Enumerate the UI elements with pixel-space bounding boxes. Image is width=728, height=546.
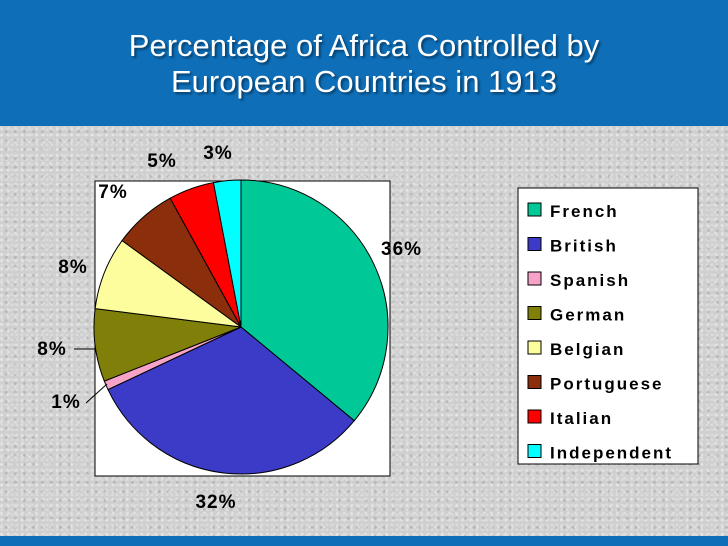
- data-label-german: 8%: [37, 339, 66, 360]
- legend-swatch-belgian: [527, 340, 542, 355]
- legend-label-belgian: Belgian: [550, 340, 625, 359]
- chart-title: Percentage of Africa Controlled by Europ…: [0, 28, 728, 100]
- chart-title-line-2: European Countries in 1913: [170, 64, 558, 99]
- legend-swatch-french: [527, 202, 542, 217]
- leader-lines: [74, 348, 108, 404]
- legend-label-british: British: [550, 237, 618, 256]
- data-label-belgian: 8%: [58, 257, 87, 278]
- leader-line-spanish: [85, 383, 108, 404]
- legend-swatch-german: [527, 306, 542, 320]
- legend-label-independent: Independent: [550, 444, 673, 463]
- title-bar: Percentage of Africa Controlled by Europ…: [0, 0, 728, 126]
- legend-label-portuguese: Portuguese: [550, 375, 664, 394]
- pie-slice-independent: [212, 179, 242, 328]
- legend-swatch-italian: [527, 409, 542, 424]
- legend-label-italian: Italian: [550, 409, 613, 428]
- data-label-independent: 3%: [203, 143, 232, 164]
- data-label-portuguese: 7%: [98, 182, 127, 203]
- bottom-bar: [0, 536, 728, 546]
- legend-label-german: German: [550, 306, 626, 325]
- legend-label-spanish: Spanish: [550, 271, 630, 290]
- legend-swatch-spanish: [527, 271, 542, 286]
- legend-swatch-independent: [527, 444, 542, 458]
- pie-slice-french: [240, 179, 389, 422]
- legend-label-french: French: [550, 202, 619, 221]
- data-label-french: 36%: [381, 239, 422, 260]
- legend: French British Spanish German Belgian Portugu…: [527, 202, 673, 463]
- data-label-spanish: 1%: [51, 392, 80, 413]
- data-labels: 36% 32% 1% 8% 8% 7% 5% 3%: [37, 143, 422, 513]
- data-label-british: 32%: [195, 492, 236, 513]
- pie-slices: [93, 179, 389, 475]
- data-label-italian: 5%: [147, 151, 176, 172]
- legend-swatch-portuguese: [527, 375, 542, 389]
- legend-swatch-british: [527, 237, 542, 251]
- chart-title-line-1: Percentage of Africa Controlled by: [128, 28, 600, 63]
- pie-slice-british: [107, 326, 355, 475]
- legend-box: [517, 187, 699, 465]
